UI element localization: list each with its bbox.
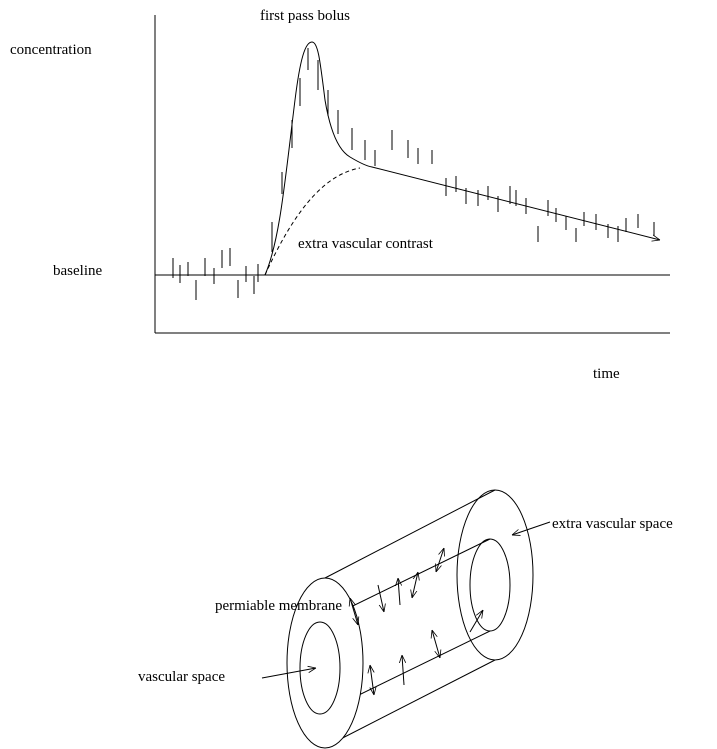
inner-back [470, 539, 510, 631]
membrane-label: permiable membrane [215, 598, 342, 614]
outer-back [457, 490, 533, 660]
y-label: concentration [10, 42, 92, 58]
diagram: concentration first pass bolus baseline … [0, 0, 717, 749]
vessel: extra vascular space permiable membrane … [138, 490, 673, 748]
curve-label: extra vascular contrast [298, 236, 434, 252]
outer-label: extra vascular space [552, 516, 673, 532]
noise-ticks [173, 48, 654, 300]
graph: concentration first pass bolus baseline … [10, 8, 670, 382]
peak-label: first pass bolus [260, 8, 350, 24]
x-label: time [593, 366, 620, 382]
baseline-label: baseline [53, 263, 102, 279]
outer-wall [325, 490, 495, 578]
inner-label: vascular space [138, 669, 225, 685]
